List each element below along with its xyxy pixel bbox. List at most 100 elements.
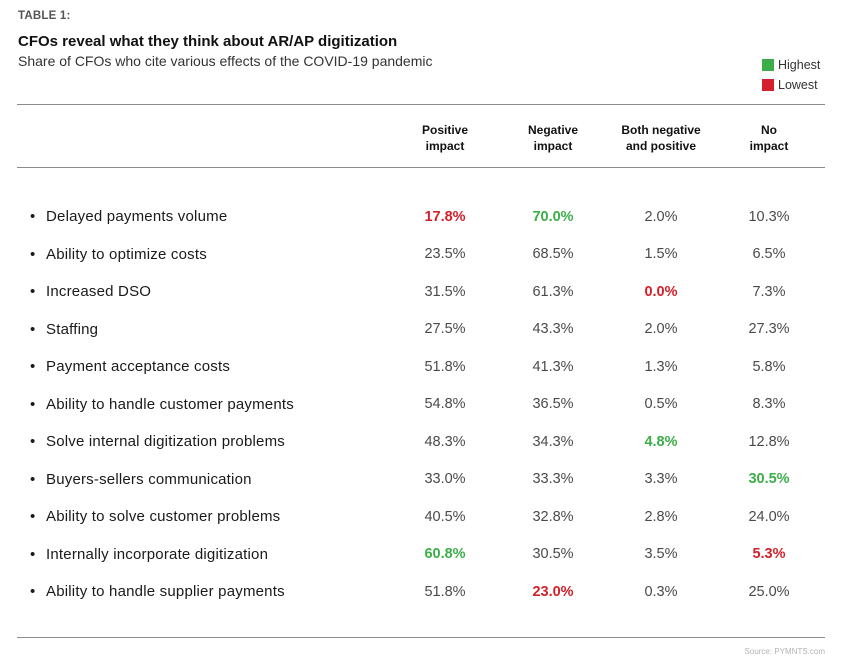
top-divider: [17, 104, 825, 105]
bullet-icon: •: [30, 358, 36, 376]
table-row: • Solve internal digitization problems 48.…: [0, 423, 852, 461]
table-cell: 30.5%: [748, 471, 790, 488]
legend-lowest-swatch: [762, 79, 774, 91]
table-cell: 68.5%: [532, 246, 574, 263]
table-cell: 17.8%: [424, 208, 466, 225]
table-row: • Ability to optimize costs 23.5% 68.5% 1.5%…: [0, 236, 852, 274]
bullet-icon: •: [30, 283, 36, 301]
row-label-text: Increased DSO: [46, 283, 152, 301]
legend: Highest Lowest: [762, 55, 820, 95]
table-cell: 60.8%: [424, 546, 466, 563]
bullet-icon: •: [30, 508, 36, 526]
table-cell: 2.0%: [644, 208, 678, 225]
table-row: • Increased DSO 31.5% 61.3% 0.0% 7.3%: [0, 273, 852, 311]
header-divider: [17, 167, 825, 168]
column-header-negative: Negative impact: [527, 123, 579, 153]
table-cell: 40.5%: [424, 508, 466, 525]
row-label-text: Payment acceptance costs: [46, 358, 231, 376]
table-cell: 27.5%: [424, 321, 466, 338]
table-cell: 48.3%: [424, 433, 466, 450]
row-label-text: Ability to optimize costs: [46, 245, 207, 263]
table-cell: 7.3%: [752, 283, 786, 300]
table-cell: 41.3%: [532, 358, 574, 375]
table-cell: 31.5%: [424, 283, 466, 300]
table-cell: 1.5%: [644, 246, 678, 263]
legend-highest: Highest: [762, 55, 820, 75]
row-label-text: Ability to handle supplier payments: [46, 583, 285, 601]
bullet-icon: •: [30, 245, 36, 263]
table-row: • Internally incorporate digitization 60.8…: [0, 536, 852, 574]
table-row: • Buyers-sellers communication 33.0% 33.3% 3…: [0, 461, 852, 499]
row-label-text: Ability to solve customer problems: [46, 508, 281, 526]
table-cell: 2.8%: [644, 508, 678, 525]
bullet-icon: •: [30, 433, 36, 451]
table-eyebrow: TABLE 1:: [18, 10, 71, 22]
table-cell: 33.0%: [424, 471, 466, 488]
row-label: • Buyers-sellers communication: [30, 461, 252, 499]
source-note: Source: PYMNTS.com: [744, 647, 825, 656]
table-cell: 54.8%: [424, 396, 466, 413]
table-cell: 23.5%: [424, 246, 466, 263]
bottom-divider: [17, 637, 825, 638]
table-cell: 30.5%: [532, 546, 574, 563]
table-cell: 23.0%: [532, 583, 574, 600]
legend-lowest: Lowest: [762, 75, 820, 95]
table-cell: 10.3%: [748, 208, 790, 225]
table-cell: 3.5%: [644, 546, 678, 563]
row-label: • Ability to handle supplier payments: [30, 573, 285, 611]
column-header-positive: Positive impact: [421, 123, 469, 153]
table-cell: 61.3%: [532, 283, 574, 300]
table-cell: 33.3%: [532, 471, 574, 488]
bullet-icon: •: [30, 583, 36, 601]
table-row: • Staffing 27.5% 43.3% 2.0% 27.3%: [0, 311, 852, 349]
row-label: • Internally incorporate digitization: [30, 536, 268, 574]
column-header-both: Both negative and positive: [621, 123, 701, 153]
table-cell: 1.3%: [644, 358, 678, 375]
table-cell: 4.8%: [644, 433, 678, 450]
table-cell: 5.3%: [752, 546, 786, 563]
table-cell: 51.8%: [424, 583, 466, 600]
table-row: • Delayed payments volume 17.8% 70.0% 2.0% 10…: [0, 198, 852, 236]
table-cell: 70.0%: [532, 208, 574, 225]
table-cell: 2.0%: [644, 321, 678, 338]
table-cell: 51.8%: [424, 358, 466, 375]
table-row: • Ability to handle supplier payments 51.8…: [0, 573, 852, 611]
row-label-text: Buyers-sellers communication: [46, 470, 252, 488]
row-label-text: Ability to handle customer payments: [46, 395, 294, 413]
bullet-icon: •: [30, 545, 36, 563]
row-label-text: Solve internal digitization problems: [46, 433, 285, 451]
row-label: • Delayed payments volume: [30, 198, 227, 236]
row-label: • Ability to handle customer payments: [30, 386, 294, 424]
bullet-icon: •: [30, 320, 36, 338]
row-label-text: Delayed payments volume: [46, 208, 228, 226]
table-cell: 27.3%: [748, 321, 790, 338]
table-row: • Ability to solve customer problems 40.5%…: [0, 498, 852, 536]
table-row: • Ability to handle customer payments 54.8…: [0, 386, 852, 424]
chart-subtitle: Share of CFOs who cite various effects o…: [18, 53, 433, 69]
table-cell: 5.8%: [752, 358, 786, 375]
row-label: • Payment acceptance costs: [30, 348, 230, 386]
table-cell: 0.5%: [644, 396, 678, 413]
row-label-text: Internally incorporate digitization: [46, 545, 269, 563]
table-cell: 3.3%: [644, 471, 678, 488]
bullet-icon: •: [30, 470, 36, 488]
column-header-no-impact: No impact: [749, 123, 789, 153]
table-row: • Payment acceptance costs 51.8% 41.3% 1.3% 5…: [0, 348, 852, 386]
table-cell: 12.8%: [748, 433, 790, 450]
row-label: • Increased DSO: [30, 273, 151, 311]
table-cell: 25.0%: [748, 583, 790, 600]
table-cell: 43.3%: [532, 321, 574, 338]
row-label: • Staffing: [30, 311, 98, 349]
legend-lowest-label: Lowest: [778, 78, 818, 92]
legend-highest-label: Highest: [778, 58, 821, 72]
chart-title: CFOs reveal what they think about AR/AP …: [18, 33, 398, 50]
row-label-text: Staffing: [46, 320, 99, 338]
table-cell: 24.0%: [748, 508, 790, 525]
legend-highest-swatch: [762, 59, 774, 71]
table-cell: 0.0%: [644, 283, 678, 300]
bullet-icon: •: [30, 208, 36, 226]
row-label: • Solve internal digitization problems: [30, 423, 285, 461]
table-cell: 8.3%: [752, 396, 786, 413]
table-cell: 0.3%: [644, 583, 678, 600]
table-cell: 32.8%: [532, 508, 574, 525]
